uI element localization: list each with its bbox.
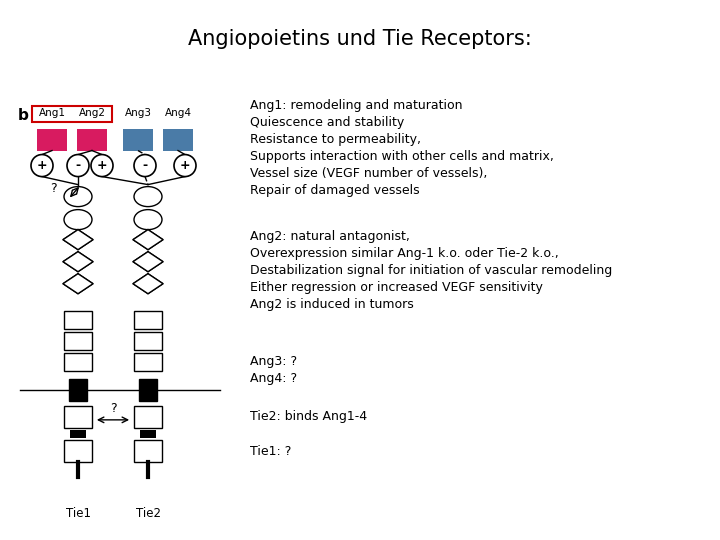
Bar [140, 430, 156, 438]
Polygon shape [133, 230, 163, 249]
Bar [163, 129, 193, 151]
Text: Ang3: Ang3 [125, 107, 151, 118]
Text: Angiopoietins und Tie Receptors:: Angiopoietins und Tie Receptors: [188, 29, 532, 49]
Bar [64, 332, 92, 350]
Polygon shape [133, 252, 163, 272]
Text: Ang2: Ang2 [78, 107, 106, 118]
Bar [64, 406, 92, 428]
Ellipse shape [134, 187, 162, 207]
Bar [77, 129, 107, 151]
Bar [123, 129, 153, 151]
Ellipse shape [64, 187, 92, 207]
Text: ?: ? [50, 181, 57, 194]
Polygon shape [63, 274, 93, 294]
Text: Tie2: Tie2 [135, 507, 161, 520]
Bar [134, 440, 162, 462]
Text: -: - [76, 159, 81, 172]
Bar [64, 353, 92, 371]
Circle shape [91, 154, 113, 177]
Bar [69, 379, 87, 401]
Bar [134, 353, 162, 371]
Bar [70, 430, 86, 438]
Circle shape [174, 154, 196, 177]
Bar [32, 105, 112, 122]
Bar [139, 379, 157, 401]
Bar [64, 310, 92, 329]
Text: b: b [18, 107, 29, 123]
Polygon shape [63, 252, 93, 272]
Text: -: - [143, 159, 148, 172]
Polygon shape [133, 274, 163, 294]
Text: Ang1: remodeling and maturation
Quiescence and stability
Resistance to permeabil: Ang1: remodeling and maturation Quiescen… [250, 99, 554, 198]
Text: +: + [37, 159, 48, 172]
Text: ?: ? [109, 402, 117, 415]
Ellipse shape [134, 210, 162, 230]
Text: Ang1: Ang1 [38, 107, 66, 118]
Ellipse shape [64, 210, 92, 230]
Text: +: + [180, 159, 190, 172]
Text: Ang3: ?
Ang4: ?: Ang3: ? Ang4: ? [250, 355, 297, 385]
Text: +: + [96, 159, 107, 172]
Bar [37, 129, 67, 151]
Bar [64, 440, 92, 462]
Polygon shape [63, 230, 93, 249]
Bar [134, 332, 162, 350]
Circle shape [134, 154, 156, 177]
Circle shape [31, 154, 53, 177]
Text: Tie1: ?: Tie1: ? [250, 445, 292, 458]
Bar [134, 310, 162, 329]
Text: Tie1: Tie1 [66, 507, 91, 520]
Text: Ang2: natural antagonist,
Overexpression similar Ang-1 k.o. oder Tie-2 k.o.,
Des: Ang2: natural antagonist, Overexpression… [250, 230, 612, 310]
Text: Tie2: binds Ang1-4: Tie2: binds Ang1-4 [250, 410, 367, 423]
Circle shape [67, 154, 89, 177]
Text: Ang4: Ang4 [164, 107, 192, 118]
Bar [134, 406, 162, 428]
